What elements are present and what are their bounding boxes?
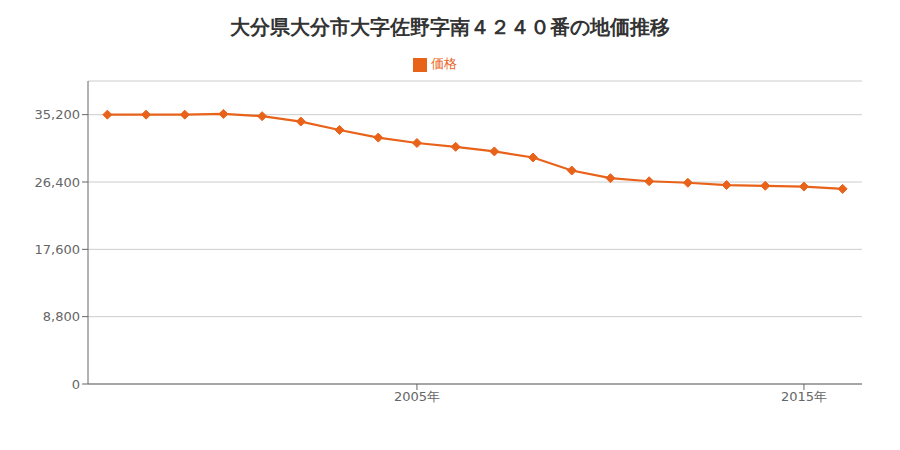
svg-text:26,400: 26,400 (35, 175, 81, 190)
html-text:価格: 価格 (431, 56, 457, 71)
svg-text:2015年: 2015年 (781, 389, 827, 404)
svg-text:35,200: 35,200 (35, 107, 81, 122)
svg-text:2005年: 2005年 (394, 389, 440, 404)
svg-text:17,600: 17,600 (35, 242, 81, 257)
html-text:大分県大分市大字佐野字南４２４０番の地価推移: 大分県大分市大字佐野字南４２４０番の地価推移 (230, 15, 670, 39)
svg-text:0: 0 (72, 377, 80, 392)
svg-text:8,800: 8,800 (43, 309, 80, 324)
